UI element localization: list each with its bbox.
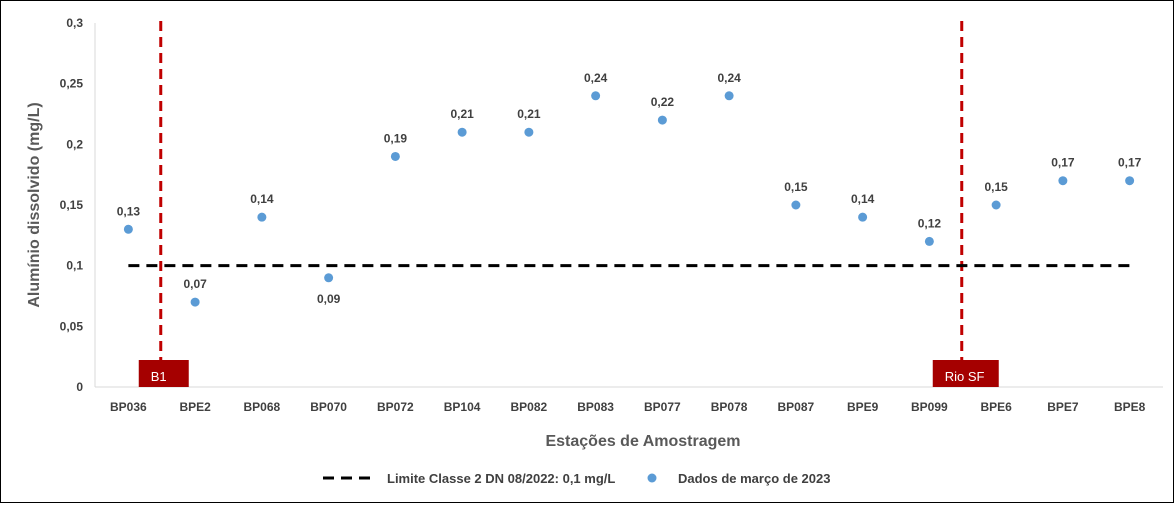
data-label: 0,07 bbox=[183, 277, 207, 291]
data-point bbox=[257, 212, 267, 222]
y-tick-label: 0,25 bbox=[60, 77, 84, 91]
data-point bbox=[858, 212, 868, 222]
data-label: 0,13 bbox=[117, 204, 141, 218]
x-tick-label: BP072 bbox=[377, 400, 414, 414]
x-tick-label: BPE2 bbox=[179, 400, 211, 414]
data-point bbox=[791, 200, 801, 210]
station-marker: B1 bbox=[138, 21, 189, 387]
data-point bbox=[123, 224, 133, 234]
x-tick-label: BP077 bbox=[644, 400, 681, 414]
data-point bbox=[1058, 176, 1068, 186]
legend-series-swatch bbox=[647, 473, 657, 483]
data-label: 0,21 bbox=[450, 107, 474, 121]
data-label: 0,12 bbox=[918, 216, 942, 230]
data-point bbox=[190, 297, 200, 307]
data-point bbox=[390, 151, 400, 161]
data-point bbox=[591, 91, 601, 101]
data-point bbox=[657, 115, 667, 125]
y-axis-title: Alumínio dissolvido (mg/L) bbox=[26, 102, 43, 307]
y-tick-label: 0,2 bbox=[66, 137, 83, 151]
y-tick-label: 0,05 bbox=[60, 319, 84, 333]
station-marker-box bbox=[932, 360, 999, 387]
data-label: 0,15 bbox=[784, 180, 808, 194]
x-tick-label: BP036 bbox=[110, 400, 147, 414]
legend-series-label: Dados de março de 2023 bbox=[678, 471, 830, 486]
station-markers: B1 Rio SF bbox=[138, 21, 999, 387]
x-tick-label: BP083 bbox=[577, 400, 614, 414]
x-tick-label: BP104 bbox=[444, 400, 481, 414]
data-point bbox=[457, 127, 467, 137]
data-label: 0,17 bbox=[1051, 156, 1075, 170]
data-point bbox=[524, 127, 534, 137]
station-marker-label: B1 bbox=[151, 369, 167, 384]
data-point bbox=[991, 200, 1001, 210]
data-label: 0,17 bbox=[1118, 156, 1142, 170]
x-tick-label: BP070 bbox=[310, 400, 347, 414]
data-point bbox=[324, 273, 334, 283]
x-tick-label: BPE8 bbox=[1114, 400, 1146, 414]
x-tick-label: BPE6 bbox=[980, 400, 1012, 414]
x-axis-title: Estações de Amostragem bbox=[545, 433, 740, 450]
y-axis-ticks: 0 0,05 0,1 0,15 0,2 0,25 0,3 bbox=[60, 16, 84, 394]
station-marker-label: Rio SF bbox=[945, 369, 985, 384]
data-label: 0,14 bbox=[250, 192, 274, 206]
data-labels: 0,13 0,07 0,14 0,09 0,19 0,21 0,21 0,24 0,22 0,24… bbox=[117, 71, 1142, 306]
legend: Limite Classe 2 DN 08/2022: 0,1 mg/L Dad… bbox=[323, 471, 830, 486]
legend-reference-label: Limite Classe 2 DN 08/2022: 0,1 mg/L bbox=[387, 471, 615, 486]
data-label: 0,14 bbox=[851, 192, 875, 206]
x-tick-label: BPE9 bbox=[847, 400, 879, 414]
x-tick-label: BP082 bbox=[511, 400, 548, 414]
data-label: 0,22 bbox=[651, 95, 675, 109]
x-tick-label: BP078 bbox=[711, 400, 748, 414]
data-label: 0,24 bbox=[584, 71, 608, 85]
x-tick-label: BP099 bbox=[911, 400, 948, 414]
data-label: 0,21 bbox=[517, 107, 541, 121]
data-point bbox=[724, 91, 734, 101]
station-marker: Rio SF bbox=[932, 21, 999, 387]
data-points bbox=[123, 91, 1135, 307]
data-label: 0,09 bbox=[317, 292, 341, 306]
data-label: 0,15 bbox=[984, 180, 1008, 194]
data-label: 0,24 bbox=[717, 71, 741, 85]
y-tick-label: 0,3 bbox=[66, 16, 83, 30]
x-tick-label: BPE7 bbox=[1047, 400, 1079, 414]
x-tick-label: BP068 bbox=[244, 400, 281, 414]
data-point bbox=[924, 236, 934, 246]
x-axis-ticks: BP036 BPE2 BP068 BP070 BP072 BP104 BP082 BP083 B… bbox=[110, 400, 1146, 414]
y-tick-label: 0,15 bbox=[60, 198, 84, 212]
y-tick-label: 0,1 bbox=[66, 259, 83, 273]
data-label: 0,19 bbox=[384, 131, 408, 145]
x-tick-label: BP087 bbox=[778, 400, 815, 414]
station-marker-box bbox=[138, 360, 189, 387]
data-point bbox=[1125, 176, 1135, 186]
y-tick-label: 0 bbox=[76, 380, 83, 394]
